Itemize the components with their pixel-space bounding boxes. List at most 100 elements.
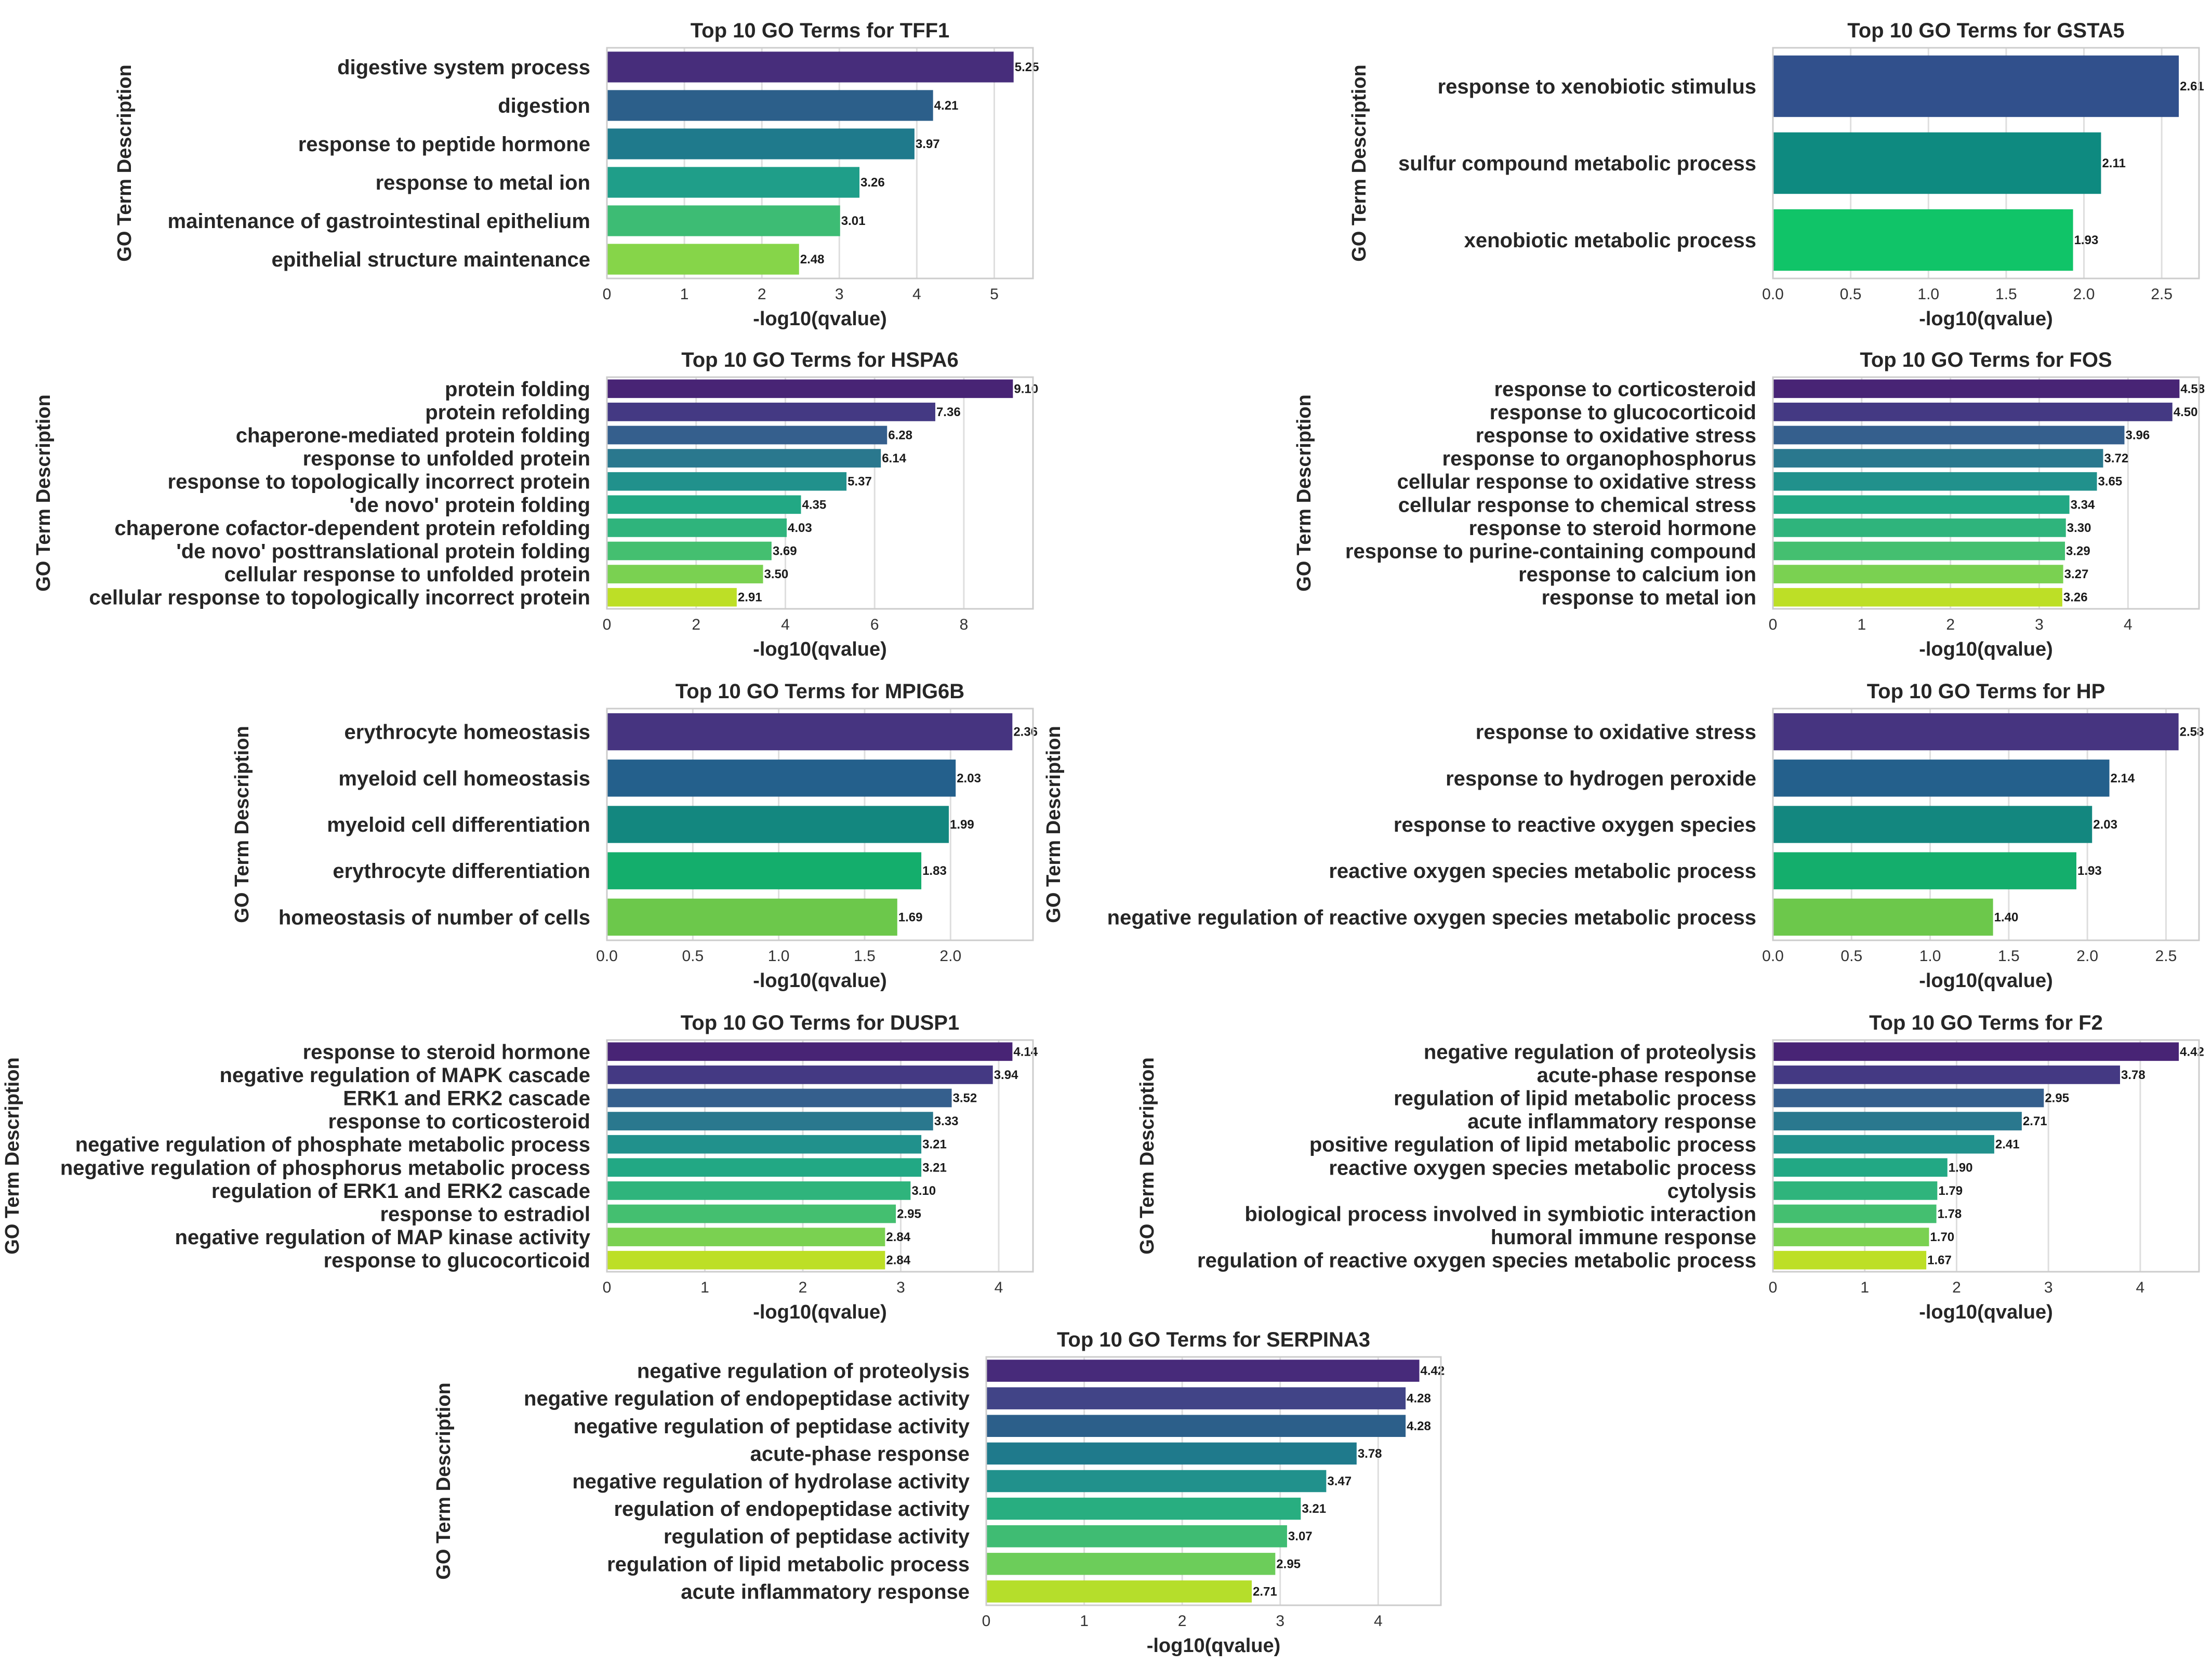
category-label: erythrocyte differentiation [333, 860, 590, 883]
bar [1773, 132, 2101, 194]
data-label: 6.28 [888, 429, 912, 443]
x-tick-label: 0.0 [1762, 948, 1784, 965]
plot-frame [606, 708, 1034, 941]
category-label: response to reactive oxygen species [1394, 814, 1756, 836]
data-label: 6.14 [882, 451, 906, 465]
x-tick-label: 1.0 [768, 948, 790, 965]
x-tick-label: 0 [1769, 1279, 1778, 1296]
bar [607, 205, 840, 236]
data-label: 3.30 [2067, 521, 2091, 535]
data-label: 4.58 [2180, 382, 2205, 396]
bar [607, 1088, 952, 1108]
category-label: xenobiotic metabolic process [1464, 229, 1756, 252]
x-tick-label: 2.0 [2073, 286, 2095, 303]
data-label: 2.14 [2111, 771, 2135, 785]
data-label: 2.95 [2045, 1091, 2069, 1105]
category-label: myeloid cell homeostasis [338, 767, 590, 790]
bar [1773, 209, 2073, 271]
x-tick-label: 0 [982, 1613, 991, 1630]
x-tick-label: 0.5 [1840, 286, 1862, 303]
data-label: 3.27 [2064, 567, 2089, 581]
category-label: negative regulation of endopeptidase act… [524, 1388, 970, 1410]
category-label: response to oxidative stress [1476, 721, 1756, 744]
bar [1773, 1135, 1994, 1154]
category-label: response to calcium ion [1518, 563, 1756, 586]
category-label: response to corticosteroid [328, 1110, 590, 1133]
y-axis-label: GO Term Description [1043, 726, 1065, 923]
bar [986, 1442, 1357, 1465]
x-tick-label: 1 [1080, 1613, 1089, 1630]
bar [1773, 1042, 2179, 1061]
category-label: cellular response to topologically incor… [89, 587, 590, 609]
category-label: sulfur compound metabolic process [1398, 152, 1756, 175]
chart-title: Top 10 GO Terms for SERPINA3 [1057, 1328, 1370, 1351]
data-label: 4.28 [1407, 1392, 1431, 1406]
x-tick-label: 1.5 [854, 948, 876, 965]
x-tick-label: 1.0 [1919, 948, 1941, 965]
chart-title: Top 10 GO Terms for TFF1 [691, 19, 950, 42]
x-axis-label: -log10(qvalue) [1919, 970, 2053, 992]
category-label: acute-phase response [750, 1443, 970, 1466]
x-tick-label: 4 [912, 286, 921, 303]
x-tick-label: 2.5 [2151, 286, 2173, 303]
bar [986, 1580, 1252, 1603]
x-tick-label: 0 [603, 616, 612, 633]
category-label: negative regulation of reactive oxygen s… [1107, 906, 1756, 929]
data-label: 2.11 [2102, 156, 2125, 170]
bar [986, 1470, 1327, 1493]
data-label: 2.41 [1995, 1138, 2020, 1152]
chart-title: Top 10 GO Terms for MPIG6B [675, 680, 964, 703]
data-label: 3.07 [1288, 1529, 1313, 1543]
category-label: acute-phase response [1537, 1064, 1756, 1087]
x-axis-label: -log10(qvalue) [1147, 1635, 1281, 1657]
bar [607, 713, 1013, 751]
chart-panel-8: 0 1 2 3 4 negative regulation of proteolysis 4… [1136, 1011, 2204, 1323]
data-label: 2.48 [800, 252, 825, 267]
data-label: 9.10 [1014, 382, 1038, 396]
chart-panel-1: 0 1 2 3 4 5 digestive system process 5.25 digest… [114, 19, 1039, 330]
category-label: protein refolding [425, 401, 590, 424]
category-label: response to corticosteroid [1494, 378, 1756, 401]
bar [1773, 713, 2179, 751]
data-label: 1.93 [2074, 233, 2099, 247]
bar [1773, 760, 2110, 797]
bar [607, 1065, 993, 1084]
chart-panel-3: 0 2 4 6 8 protein folding 9.10 protein refoldin… [33, 349, 1038, 660]
data-label: 1.70 [1930, 1230, 1954, 1244]
data-label: 1.99 [950, 818, 974, 832]
chart-title: Top 10 GO Terms for HP [1867, 680, 2105, 703]
x-axis-label: -log10(qvalue) [753, 308, 887, 330]
chart-panel-4: 0 1 2 3 4 response to corticosteroid 4.58 respo… [1293, 349, 2205, 660]
category-label: ERK1 and ERK2 cascade [343, 1087, 590, 1110]
data-label: 3.33 [934, 1114, 959, 1128]
bar [986, 1360, 1420, 1382]
x-tick-label: 3 [1276, 1613, 1284, 1630]
plot-frame [606, 376, 1034, 610]
data-label: 4.03 [788, 521, 812, 535]
bar [607, 898, 897, 936]
x-tick-label: 0 [603, 1279, 612, 1296]
data-label: 3.65 [2098, 475, 2123, 489]
x-axis-label: -log10(qvalue) [1919, 308, 2053, 330]
bar [607, 472, 847, 491]
bar [607, 852, 922, 889]
bar [607, 1250, 885, 1270]
data-label: 2.71 [1253, 1584, 1277, 1599]
data-label: 1.67 [1927, 1254, 1952, 1268]
category-label: response to xenobiotic stimulus [1438, 75, 1756, 98]
x-tick-label: 6 [870, 616, 879, 633]
data-label: 1.40 [1994, 910, 2019, 924]
data-label: 3.26 [860, 176, 885, 190]
bar [1773, 1065, 2121, 1084]
bar [1773, 898, 1993, 936]
data-label: 3.78 [1358, 1447, 1382, 1461]
x-tick-label: 1 [1857, 616, 1866, 633]
chart-panel-9: 0 1 2 3 4 negative regulation of proteolysis 4… [433, 1328, 1445, 1657]
bar [607, 541, 772, 561]
category-label: regulation of lipid metabolic process [607, 1553, 970, 1576]
x-tick-label: 4 [2136, 1279, 2145, 1296]
chart-panel-6: 0.0 0.5 1.0 1.5 2.0 2.5 response to oxidative … [1043, 680, 2204, 992]
bar [1773, 1088, 2044, 1108]
x-tick-label: 8 [960, 616, 969, 633]
chart-title: Top 10 GO Terms for FOS [1860, 349, 2112, 371]
